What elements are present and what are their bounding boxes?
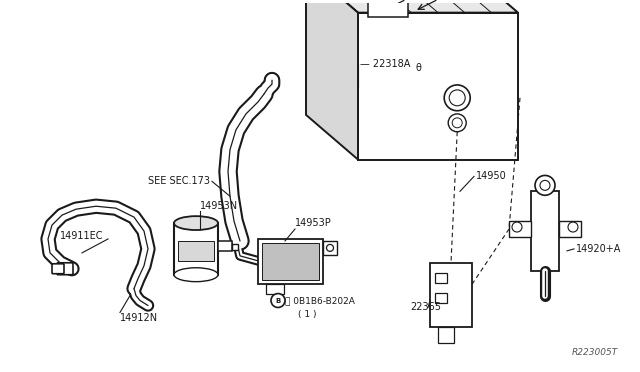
Circle shape xyxy=(444,85,470,111)
FancyBboxPatch shape xyxy=(266,283,284,294)
FancyBboxPatch shape xyxy=(430,263,472,327)
Text: ( 1 ): ( 1 ) xyxy=(298,310,317,319)
FancyBboxPatch shape xyxy=(218,241,232,251)
FancyBboxPatch shape xyxy=(509,221,531,237)
Text: 14912N: 14912N xyxy=(120,313,158,323)
Text: 14920+A: 14920+A xyxy=(576,244,621,254)
Circle shape xyxy=(452,118,462,128)
Circle shape xyxy=(448,114,466,132)
FancyBboxPatch shape xyxy=(262,243,319,280)
Circle shape xyxy=(512,222,522,232)
Text: 22365: 22365 xyxy=(410,302,441,312)
FancyBboxPatch shape xyxy=(232,244,238,250)
FancyBboxPatch shape xyxy=(57,263,73,275)
Text: 14950: 14950 xyxy=(476,171,507,182)
Text: 14953P: 14953P xyxy=(295,218,332,228)
Text: 14953N: 14953N xyxy=(200,201,238,211)
Polygon shape xyxy=(306,0,518,13)
Circle shape xyxy=(568,222,578,232)
Text: 14911EC: 14911EC xyxy=(60,231,104,241)
FancyBboxPatch shape xyxy=(258,239,323,283)
Ellipse shape xyxy=(174,268,218,282)
Text: B: B xyxy=(275,298,280,304)
Ellipse shape xyxy=(174,216,218,230)
Text: Ⓑ 0B1B6-B202A: Ⓑ 0B1B6-B202A xyxy=(285,296,355,305)
Circle shape xyxy=(271,294,285,308)
Circle shape xyxy=(326,244,333,251)
FancyBboxPatch shape xyxy=(178,241,214,261)
FancyBboxPatch shape xyxy=(323,241,337,255)
Text: R223005T: R223005T xyxy=(572,348,618,357)
Circle shape xyxy=(540,180,550,190)
FancyBboxPatch shape xyxy=(52,264,64,274)
Circle shape xyxy=(449,90,465,106)
Text: θ: θ xyxy=(416,64,422,73)
Text: — 22318A: — 22318A xyxy=(360,59,410,69)
Polygon shape xyxy=(358,13,518,160)
FancyBboxPatch shape xyxy=(438,327,454,343)
FancyBboxPatch shape xyxy=(531,191,559,271)
FancyBboxPatch shape xyxy=(367,0,408,17)
FancyBboxPatch shape xyxy=(174,223,218,275)
FancyBboxPatch shape xyxy=(435,293,447,302)
FancyBboxPatch shape xyxy=(435,273,447,283)
Circle shape xyxy=(535,176,555,195)
Text: SEE SEC.173: SEE SEC.173 xyxy=(148,176,210,186)
Polygon shape xyxy=(306,0,358,160)
FancyBboxPatch shape xyxy=(559,221,581,237)
